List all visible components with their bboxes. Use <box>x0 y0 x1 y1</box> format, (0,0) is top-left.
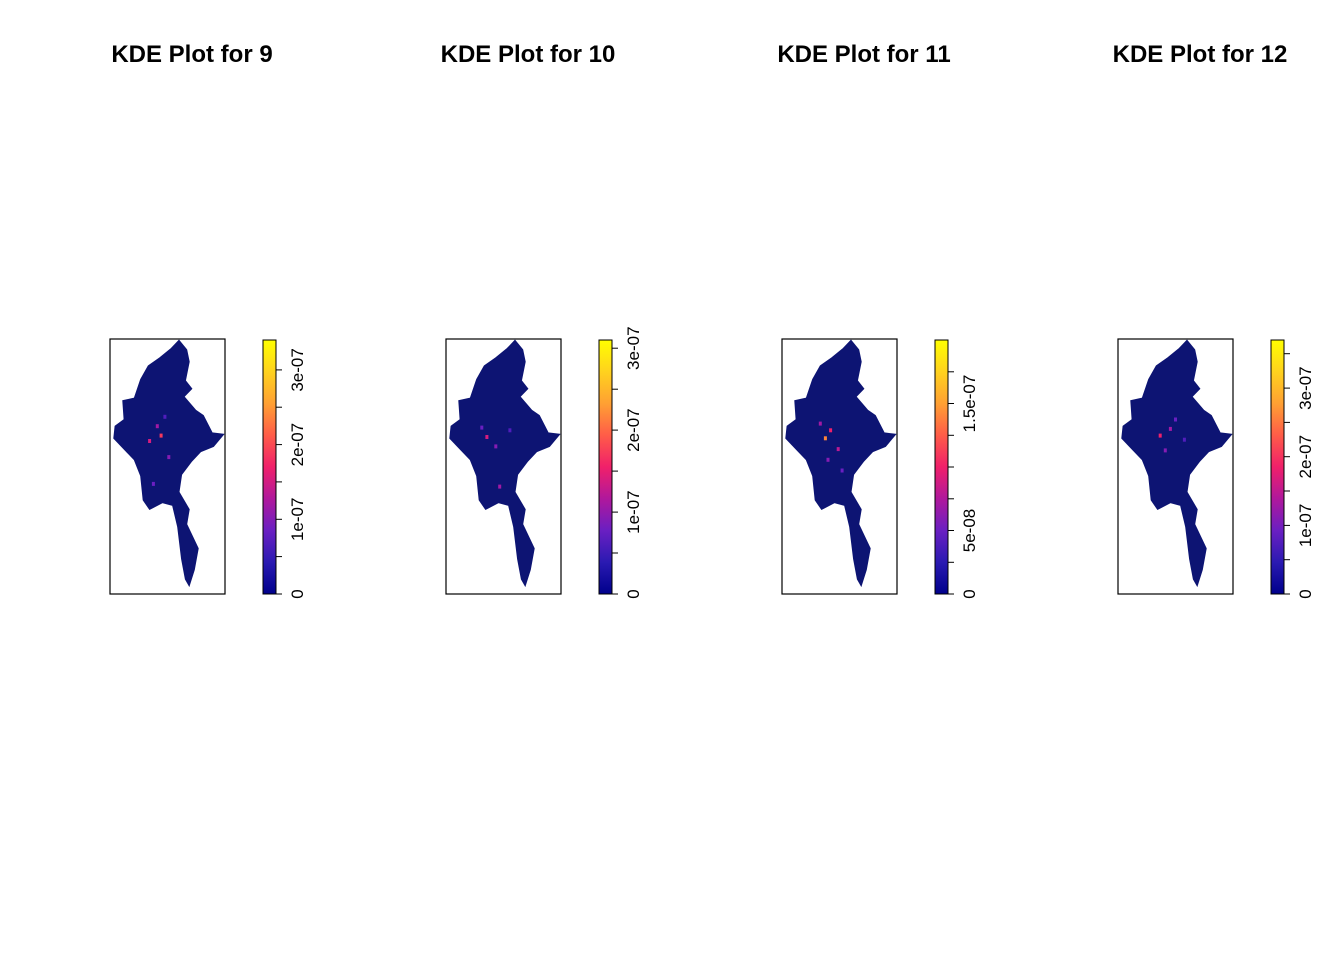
colorbar-legend: 0 1e-07 2e-07 3e-07 <box>598 326 643 599</box>
panel-title: KDE Plot for 9 <box>111 41 272 68</box>
density-hotspot <box>818 421 822 426</box>
density-hotspot <box>155 424 159 429</box>
colorbar-tick-label: 3e-07 <box>624 326 643 369</box>
colorbar-tick-label: 0 <box>960 589 979 598</box>
density-hotspot <box>498 484 502 489</box>
density-hotspot <box>840 468 844 473</box>
colorbar-tick-label: 2e-07 <box>624 408 643 451</box>
panel-title: KDE Plot for 12 <box>1113 41 1288 68</box>
colorbar-tick-label: 3e-07 <box>1296 366 1315 409</box>
density-hotspot <box>151 481 155 486</box>
density-hotspot <box>159 433 163 438</box>
density-surface <box>449 339 561 588</box>
colorbar-legend: 0 5e-08 1.5e-07 <box>934 339 979 599</box>
density-hotspot <box>1168 426 1172 431</box>
colorbar-tick-label: 0 <box>288 589 307 598</box>
colorbar-tick-label: 1e-07 <box>1296 504 1315 547</box>
colorbar-tick-label: 1.5e-07 <box>960 375 979 433</box>
density-surface <box>785 339 897 588</box>
map-plot-area <box>445 338 562 595</box>
colorbar <box>1270 339 1285 595</box>
density-hotspot <box>1158 433 1162 438</box>
colorbar <box>934 339 949 595</box>
kde-panel-9: KDE Plot for 9 0 1e-07 2e-07 3e-07 <box>109 41 307 599</box>
colorbar-tick-label: 5e-08 <box>960 509 979 552</box>
density-hotspot <box>494 444 498 449</box>
density-hotspot <box>823 436 827 441</box>
colorbar-legend: 0 1e-07 2e-07 3e-07 <box>1270 339 1315 599</box>
density-hotspot <box>148 439 152 443</box>
colorbar-tick-label: 2e-07 <box>1296 435 1315 478</box>
map-plot-area <box>109 338 226 595</box>
kde-panel-11: KDE Plot for 11 0 5e-08 1.5e-07 <box>777 41 979 599</box>
density-hotspot <box>508 428 512 433</box>
map-plot-area <box>1117 338 1234 595</box>
map-plot-area <box>781 338 898 595</box>
kde-panel-10: KDE Plot for 10 0 1e-07 2e-07 3e-07 <box>441 41 643 599</box>
kde-panel-12: KDE Plot for 12 0 1e-07 2e-07 3e-07 <box>1113 41 1315 599</box>
panel-title: KDE Plot for 11 <box>777 41 950 68</box>
density-hotspot <box>826 457 830 462</box>
density-hotspot <box>829 428 833 433</box>
density-hotspot <box>163 414 167 419</box>
colorbar-tick-label: 2e-07 <box>288 423 307 466</box>
colorbar-legend: 0 1e-07 2e-07 3e-07 <box>262 339 307 599</box>
colorbar-tick-label: 1e-07 <box>624 490 643 533</box>
colorbar <box>262 339 277 595</box>
density-hotspot <box>167 455 171 460</box>
colorbar-tick-label: 1e-07 <box>288 498 307 541</box>
density-surface <box>1121 339 1233 588</box>
colorbar <box>598 339 613 595</box>
density-surface <box>113 339 225 588</box>
density-hotspot <box>836 447 840 452</box>
colorbar-tick-label: 0 <box>1296 589 1315 598</box>
density-hotspot <box>485 435 489 439</box>
density-hotspot <box>480 425 484 430</box>
panel-title: KDE Plot for 10 <box>441 41 616 68</box>
density-hotspot <box>1174 417 1177 422</box>
colorbar-tick-label: 0 <box>624 589 643 598</box>
density-hotspot <box>1182 437 1186 442</box>
colorbar-tick-label: 3e-07 <box>288 348 307 391</box>
density-hotspot <box>1163 448 1167 453</box>
